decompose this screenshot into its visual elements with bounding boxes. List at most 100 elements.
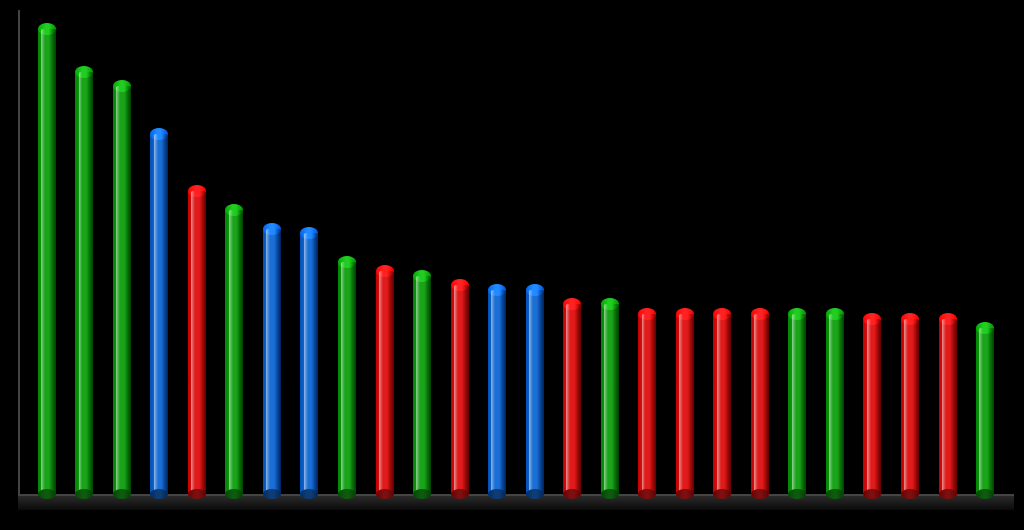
bar-highlight bbox=[566, 304, 570, 494]
bar-highlight bbox=[792, 314, 796, 494]
bar-slot bbox=[178, 20, 216, 494]
bar bbox=[826, 314, 844, 494]
bar-shadow bbox=[162, 134, 168, 494]
bar-slot bbox=[441, 20, 479, 494]
bar-shadow bbox=[350, 262, 356, 494]
bar bbox=[901, 319, 919, 494]
bar-slot bbox=[779, 20, 817, 494]
bar-slot bbox=[629, 20, 667, 494]
bar-shadow bbox=[612, 304, 618, 494]
bars-container bbox=[28, 20, 1004, 494]
bar bbox=[263, 229, 281, 494]
bar bbox=[451, 285, 469, 494]
y-axis bbox=[18, 10, 20, 496]
bar-shadow bbox=[800, 314, 806, 494]
bar bbox=[376, 271, 394, 494]
bar-slot bbox=[103, 20, 141, 494]
bar-shadow bbox=[425, 276, 431, 494]
bar bbox=[751, 314, 769, 494]
bar-shadow bbox=[725, 314, 731, 494]
bar-shadow bbox=[950, 319, 956, 494]
bar-shadow bbox=[838, 314, 844, 494]
bar-slot bbox=[891, 20, 929, 494]
bar-shadow bbox=[275, 229, 281, 494]
bar-shadow bbox=[688, 314, 694, 494]
bar-slot bbox=[553, 20, 591, 494]
bar bbox=[526, 290, 544, 494]
bar-highlight bbox=[679, 314, 683, 494]
bar-highlight bbox=[717, 314, 721, 494]
bar-highlight bbox=[116, 86, 120, 494]
bar-highlight bbox=[191, 191, 195, 494]
bar-slot bbox=[403, 20, 441, 494]
bar-shadow bbox=[200, 191, 206, 494]
bar-highlight bbox=[979, 328, 983, 494]
bar-highlight bbox=[341, 262, 345, 494]
bar bbox=[38, 29, 56, 494]
bar bbox=[939, 319, 957, 494]
bar-highlight bbox=[529, 290, 533, 494]
bar bbox=[75, 72, 93, 494]
bar-slot bbox=[966, 20, 1004, 494]
bar bbox=[788, 314, 806, 494]
bar-highlight bbox=[604, 304, 608, 494]
bar-highlight bbox=[454, 285, 458, 494]
bar bbox=[188, 191, 206, 494]
bar bbox=[413, 276, 431, 494]
bar bbox=[225, 210, 243, 494]
bar-shadow bbox=[387, 271, 393, 494]
bar-slot bbox=[741, 20, 779, 494]
bar-shadow bbox=[462, 285, 468, 494]
bar-slot bbox=[854, 20, 892, 494]
bar bbox=[300, 233, 318, 494]
bar bbox=[676, 314, 694, 494]
bar-shadow bbox=[500, 290, 506, 494]
bar-highlight bbox=[867, 319, 871, 494]
bar-shadow bbox=[49, 29, 55, 494]
bar-slot bbox=[704, 20, 742, 494]
bar bbox=[976, 328, 994, 494]
bar-slot bbox=[516, 20, 554, 494]
bar-highlight bbox=[942, 319, 946, 494]
bar-slot bbox=[816, 20, 854, 494]
bar-slot bbox=[591, 20, 629, 494]
bar bbox=[601, 304, 619, 494]
bar bbox=[563, 304, 581, 494]
bar-highlight bbox=[41, 29, 45, 494]
bar-slot bbox=[478, 20, 516, 494]
bar-shadow bbox=[575, 304, 581, 494]
bar-shadow bbox=[312, 233, 318, 494]
floor-shelf bbox=[18, 496, 1014, 510]
bar-shadow bbox=[763, 314, 769, 494]
bar-slot bbox=[66, 20, 104, 494]
bar-shadow bbox=[650, 314, 656, 494]
bar-shadow bbox=[237, 210, 243, 494]
bar-highlight bbox=[829, 314, 833, 494]
bar-highlight bbox=[416, 276, 420, 494]
bar-slot bbox=[291, 20, 329, 494]
bar-slot bbox=[28, 20, 66, 494]
bar-highlight bbox=[154, 134, 158, 494]
bar-highlight bbox=[79, 72, 83, 494]
bar-shadow bbox=[875, 319, 881, 494]
plot-area bbox=[0, 0, 1024, 530]
bar-shadow bbox=[537, 290, 543, 494]
bar bbox=[113, 86, 131, 494]
bar-shadow bbox=[913, 319, 919, 494]
bar-highlight bbox=[904, 319, 908, 494]
bar-slot bbox=[366, 20, 404, 494]
bar-shadow bbox=[125, 86, 131, 494]
bar-slot bbox=[216, 20, 254, 494]
bar-slot bbox=[253, 20, 291, 494]
bar-slot bbox=[141, 20, 179, 494]
bar-highlight bbox=[642, 314, 646, 494]
bar-highlight bbox=[491, 290, 495, 494]
bar-slot bbox=[666, 20, 704, 494]
bar bbox=[338, 262, 356, 494]
bar-shadow bbox=[87, 72, 93, 494]
bar-highlight bbox=[379, 271, 383, 494]
bar bbox=[488, 290, 506, 494]
bar bbox=[863, 319, 881, 494]
bar-slot bbox=[929, 20, 967, 494]
bar bbox=[150, 134, 168, 494]
